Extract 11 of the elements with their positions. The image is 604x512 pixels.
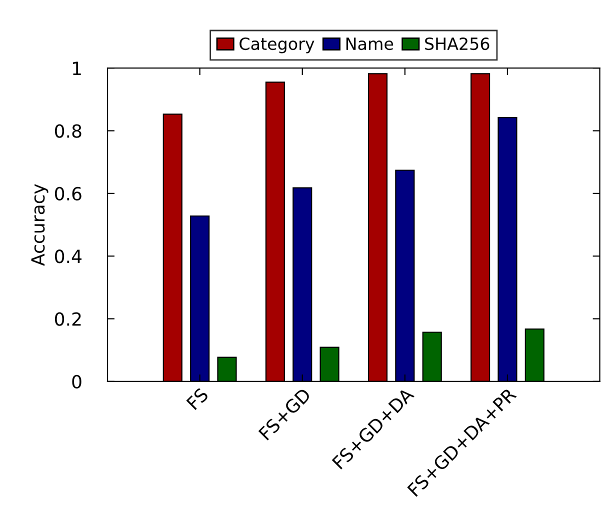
y-tick-label: 1 [73,62,81,75]
legend-label: Category [240,37,314,54]
y-axis-title: Accuracy [31,184,48,266]
y-tick-label: 0.8 [54,124,82,138]
y-tick-label: 0.6 [54,186,82,201]
y-tick-label: 0.4 [54,250,82,264]
y-tick-label: 0.2 [54,312,81,326]
x-tick-label: FS [186,387,209,410]
legend-label: Name [346,38,394,50]
legend-label: SHA256 [425,37,490,50]
y-tick-label: 0 [72,374,82,389]
